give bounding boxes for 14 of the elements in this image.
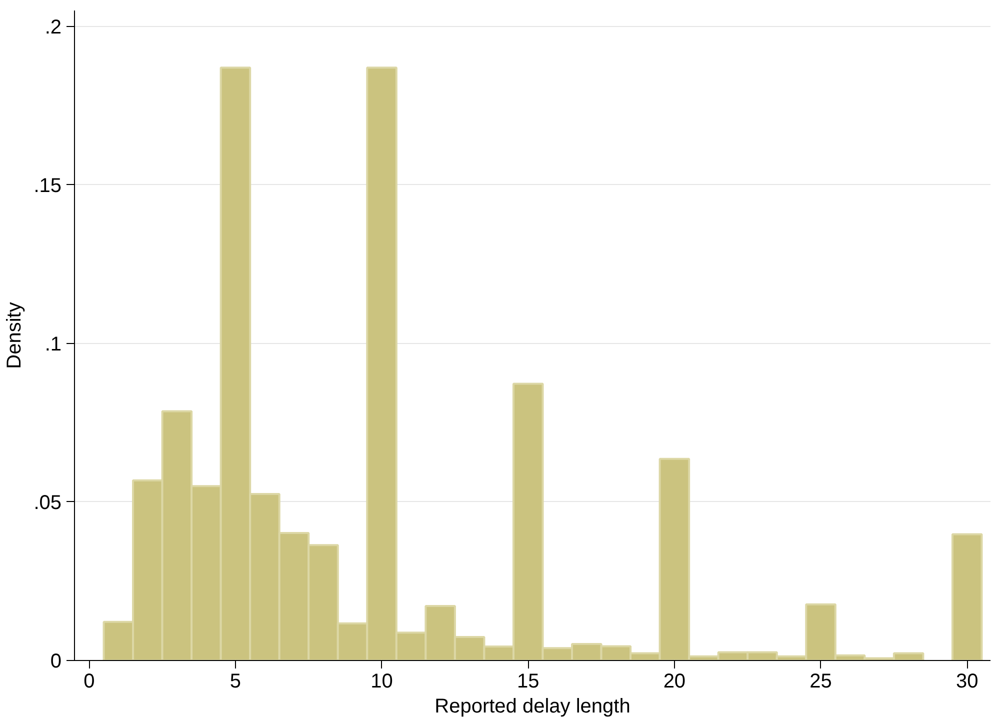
- y-tick-label: .05: [34, 492, 62, 514]
- y-tick-label: .15: [34, 174, 62, 197]
- y-tick-label: .1: [44, 333, 62, 356]
- x-tick-label: 30: [956, 670, 978, 692]
- y-tick-label: 0: [50, 650, 62, 672]
- x-tick-label: 20: [663, 670, 686, 692]
- x-tick-label: 5: [230, 670, 242, 692]
- x-tick-label: 0: [84, 670, 95, 692]
- y-axis-title: Density: [4, 302, 26, 369]
- x-axis-title: Reported delay length: [434, 696, 630, 718]
- x-tick-label: 15: [516, 670, 540, 692]
- y-tick-label: .2: [44, 16, 62, 38]
- x-tick-label: 25: [810, 670, 832, 692]
- x-tick-label: 10: [370, 670, 393, 692]
